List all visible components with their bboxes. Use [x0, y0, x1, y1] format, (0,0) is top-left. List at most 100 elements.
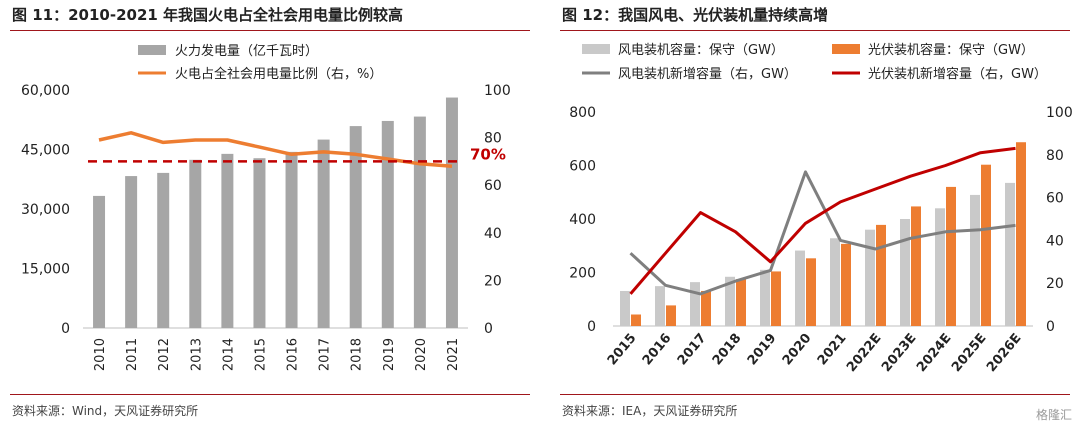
right-axis-tick-label: 80: [1046, 148, 1064, 164]
bar-thermal-2020: [413, 116, 426, 329]
bar-thermal-2010: [93, 195, 106, 328]
x-axis-tick-label: 2022E: [844, 331, 884, 375]
bar-solar-2022E: [876, 224, 886, 326]
x-axis-tick-label: 2023E: [879, 331, 919, 375]
legend-label-thermal-line: 火电占全社会用电量比例（右，%）: [175, 66, 382, 82]
left-title-rule: [10, 30, 530, 31]
right-axis-tick-label: 0: [1046, 319, 1055, 335]
bar-wind-2017: [690, 282, 700, 326]
bar-solar-2021: [841, 243, 851, 326]
left-axis-tick-label: 800: [569, 105, 596, 121]
right-axis-tick-label: 0: [484, 321, 493, 337]
x-axis-tick-label: 2015: [605, 331, 640, 368]
left-chart-svg: 火力发电量（亿千瓦时） 火电占全社会用电量比例（右，%） 0 15,000 30,000…: [21, 43, 511, 371]
left-source-rule: [10, 394, 530, 395]
x-axis-tick-label: 2020: [780, 331, 815, 368]
x-axis-tick-label: 2017: [675, 331, 710, 368]
right-axis-tick-label: 40: [1046, 233, 1064, 249]
legend-label-solar-line: 光伏装机新增容量（右，GW）: [868, 66, 1047, 82]
bar-thermal-2021: [445, 97, 458, 328]
right-axis-tick-label: 60: [1046, 191, 1064, 207]
bar-thermal-2018: [349, 126, 362, 328]
x-axis-tick-label: 2026E: [984, 331, 1024, 375]
legend-label-thermal-bar: 火力发电量（亿千瓦时）: [175, 43, 318, 59]
x-axis-tick-label: 2021: [446, 338, 461, 371]
bar-wind-2022E: [865, 229, 875, 326]
x-axis-tick-label: 2014: [221, 338, 236, 371]
right-axis-tick-label: 20: [1046, 276, 1064, 292]
x-axis-tick-label: 2012: [157, 338, 172, 371]
left-axis-tick-label: 0: [587, 319, 596, 335]
bar-wind-2024E: [935, 208, 945, 326]
bar-wind-2015: [620, 290, 630, 326]
bar-solar-2016: [666, 305, 676, 326]
bar-solar-2025E: [981, 164, 991, 326]
legend-swatch-thermal-bar: [138, 45, 166, 55]
right-chart-svg: 风电装机容量：保守（GW） 光伏装机容量：保守（GW） 风电装机新增容量（右，GW）…: [569, 42, 1073, 375]
bar-solar-2017: [701, 290, 711, 326]
legend-swatch-wind-bar: [582, 44, 610, 54]
bar-wind-2020: [795, 250, 805, 326]
bar-thermal-2012: [157, 172, 170, 328]
x-axis-tick-label: 2020: [414, 338, 429, 371]
x-axis-tick-label: 2025E: [949, 331, 989, 375]
x-axis-tick-label: 2018: [710, 331, 745, 368]
bar-thermal-2014: [221, 153, 234, 328]
x-axis-tick-label: 2019: [382, 338, 397, 371]
x-axis-tick-label: 2018: [350, 338, 365, 371]
bar-thermal-2019: [381, 120, 394, 328]
bar-thermal-2011: [125, 176, 138, 328]
right-axis-tick-label: 60: [484, 178, 502, 194]
bar-thermal-2015: [253, 158, 266, 328]
right-chart-title: 图 12：我国风电、光伏装机量持续高增: [562, 6, 829, 24]
x-axis-tick-label: 2011: [125, 338, 140, 371]
x-axis-tick-label: 2017: [318, 338, 333, 371]
bar-thermal-2016: [285, 151, 298, 328]
bar-solar-2019: [771, 271, 781, 326]
right-chart-panel: 图 12：我国风电、光伏装机量持续高增 风电装机容量：保守（GW） 光伏装机容量：…: [550, 0, 1080, 427]
left-axis-tick-label: 60,000: [21, 83, 70, 99]
left-axis-tick-label: 15,000: [21, 262, 70, 278]
legend-label-wind-line: 风电装机新增容量（右，GW）: [618, 66, 797, 82]
left-chart-source: 资料来源：Wind，天风证券研究所: [12, 404, 199, 418]
right-axis-tick-label: 100: [1046, 105, 1073, 121]
bar-solar-2020: [806, 258, 816, 326]
legend-label-solar-bar: 光伏装机容量：保守（GW）: [868, 42, 1034, 58]
right-chart-source: 资料来源：IEA，天风证券研究所: [562, 404, 738, 418]
x-axis-tick-label: 2016: [640, 331, 675, 368]
bar-solar-2023E: [911, 206, 921, 326]
bar-wind-2018: [725, 276, 735, 326]
line-solar-new: [629, 146, 1016, 295]
line-thermal-share: [98, 131, 453, 168]
right-axis-tick-label: 20: [484, 273, 502, 289]
bar-solar-2018: [736, 279, 746, 326]
bar-solar-2024E: [946, 186, 956, 326]
x-axis-tick-label: 2015: [253, 338, 268, 371]
legend-label-wind-bar: 风电装机容量：保守（GW）: [618, 42, 784, 58]
right-axis-tick-label: 40: [484, 226, 502, 242]
right-axis-tick-label: 80: [484, 131, 502, 147]
x-axis-tick-label: 2021: [815, 331, 850, 368]
left-axis-tick-label: 200: [569, 266, 596, 282]
right-axis-tick-label: 100: [484, 83, 511, 99]
bar-wind-2019: [760, 269, 770, 326]
x-axis-tick-label: 2010: [93, 338, 108, 371]
right-title-rule: [560, 30, 1070, 31]
x-axis-tick-label: 2019: [745, 331, 780, 368]
bar-thermal-2017: [317, 139, 330, 328]
x-axis-tick-label: 2016: [286, 338, 301, 371]
left-axis-tick-label: 45,000: [21, 143, 70, 159]
watermark-logo: 格隆汇: [1035, 408, 1072, 422]
bar-solar-2026E: [1016, 142, 1026, 326]
bar-thermal-2013: [189, 159, 202, 328]
bar-wind-2021: [830, 238, 840, 326]
left-axis-tick-label: 0: [61, 321, 70, 337]
x-axis-tick-label: 2024E: [914, 331, 954, 375]
left-axis-tick-label: 30,000: [21, 202, 70, 218]
reference-line-label: 70%: [470, 145, 506, 163]
legend-swatch-solar-bar: [832, 44, 860, 54]
left-axis-tick-label: 600: [569, 159, 596, 175]
bar-wind-2016: [655, 286, 665, 326]
bar-solar-2015: [631, 314, 641, 326]
left-chart-title: 图 11：2010-2021 年我国火电占全社会用电量比例较高: [12, 6, 404, 24]
